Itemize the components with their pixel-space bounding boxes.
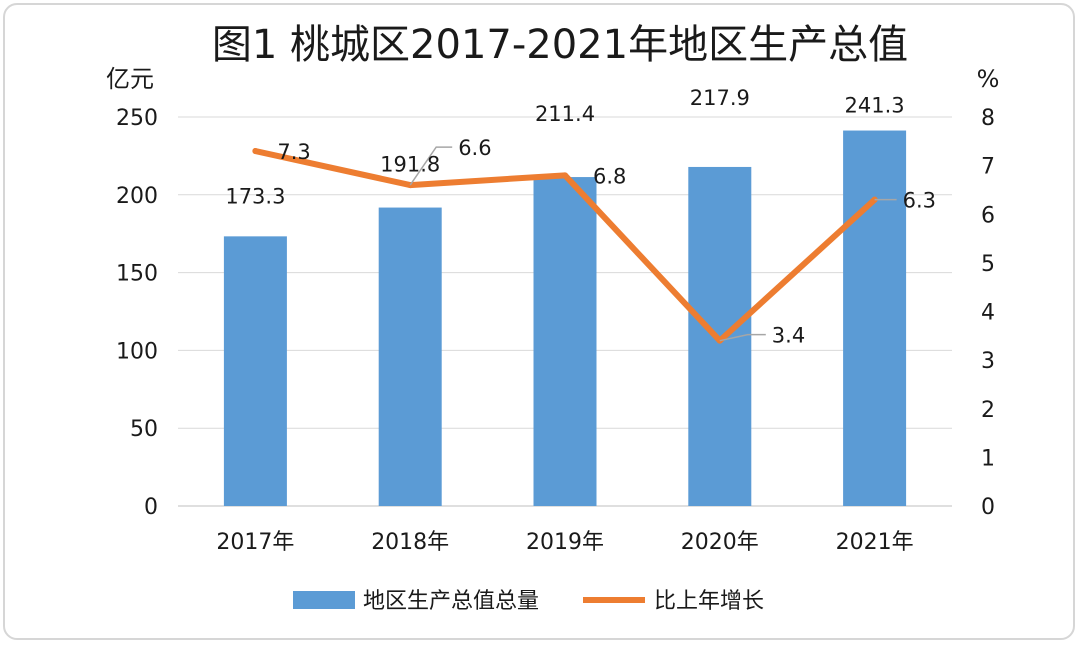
right-tick-label: 7 <box>981 155 995 180</box>
x-axis-ticks: 2017年 2018年 2019年 2020年 2021年 <box>216 530 913 555</box>
bar <box>378 207 442 506</box>
legend-label-line: 比上年增长 <box>654 589 764 614</box>
right-tick-label: 2 <box>981 398 995 423</box>
legend-swatch-bar <box>293 591 355 609</box>
left-tick-label: 50 <box>130 417 158 442</box>
x-tick-label: 2020年 <box>681 530 759 555</box>
legend-label-bar: 地区生产总值总量 <box>363 589 539 614</box>
right-axis-unit: % <box>977 65 1000 93</box>
x-tick-label: 2019年 <box>526 530 604 555</box>
bar <box>843 130 907 506</box>
label-leader <box>409 146 453 186</box>
bar-value-label: 241.3 <box>845 94 905 118</box>
line-value-label: 6.6 <box>458 136 491 160</box>
bar-value-label: 173.3 <box>225 184 285 208</box>
bar-series <box>223 130 907 507</box>
right-tick-label: 8 <box>981 106 995 131</box>
right-axis-ticks: 0 1 2 3 4 5 6 7 8 <box>981 106 995 520</box>
legend: 地区生产总值总量 比上年增长 <box>293 589 764 614</box>
line-series <box>252 148 878 344</box>
bar <box>223 236 287 506</box>
left-tick-label: 150 <box>116 262 158 287</box>
data-labels: 173.3 191.8 211.4 217.9 241.3 7.3 6.6 6.8 3.4 6.3 <box>225 86 936 348</box>
label-leader <box>719 333 766 342</box>
left-tick-label: 100 <box>116 339 158 364</box>
left-axis-ticks: 0 50 100 150 200 250 <box>116 106 158 520</box>
bar-value-label: 217.9 <box>690 86 750 110</box>
left-tick-label: 200 <box>116 184 158 209</box>
line-point <box>252 148 259 155</box>
left-tick-label: 0 <box>144 495 158 520</box>
line-value-label: 7.3 <box>277 140 310 164</box>
chart-title: 图1 桃城区2017-2021年地区生产总值 <box>212 22 908 68</box>
right-tick-label: 1 <box>981 446 995 471</box>
right-tick-label: 3 <box>981 349 995 374</box>
x-tick-label: 2021年 <box>836 530 914 555</box>
right-tick-label: 5 <box>981 252 995 277</box>
left-tick-label: 250 <box>116 106 158 131</box>
bar <box>533 177 597 507</box>
right-tick-label: 6 <box>981 203 995 228</box>
line-value-label: 6.8 <box>593 164 626 188</box>
right-tick-label: 4 <box>981 301 995 326</box>
left-axis-unit: 亿元 <box>106 65 154 93</box>
bar-value-label: 191.8 <box>380 153 440 177</box>
line-value-label: 3.4 <box>772 324 805 348</box>
right-tick-label: 0 <box>981 495 995 520</box>
x-tick-label: 2018年 <box>371 530 449 555</box>
line-point <box>562 172 568 179</box>
leader-lines <box>409 146 897 342</box>
line-value-label: 6.3 <box>903 189 936 213</box>
x-tick-label: 2017年 <box>216 530 294 555</box>
bar-value-label: 211.4 <box>535 102 595 126</box>
